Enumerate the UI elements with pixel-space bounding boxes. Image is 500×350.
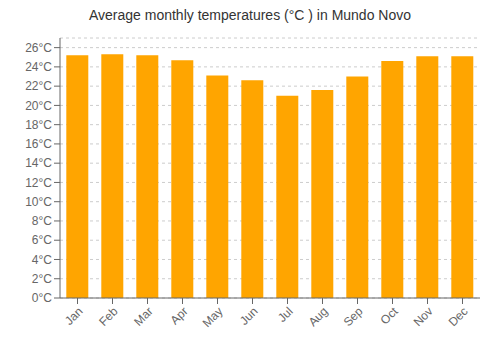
svg-text:12°C: 12°C	[25, 176, 52, 190]
svg-text:Apr: Apr	[168, 304, 191, 327]
svg-text:Sep: Sep	[341, 304, 366, 329]
html-text:Average monthly temperatures (: Average monthly temperatures (°C ) in Mu…	[89, 7, 411, 23]
svg-text:Dec: Dec	[446, 304, 471, 329]
svg-text:10°C: 10°C	[25, 195, 52, 209]
svg-text:20°C: 20°C	[25, 99, 52, 113]
svg-text:May: May	[200, 304, 226, 330]
svg-text:Jul: Jul	[275, 304, 296, 325]
svg-text:18°C: 18°C	[25, 118, 52, 132]
svg-text:4°C: 4°C	[32, 253, 52, 267]
svg-text:Jun: Jun	[237, 304, 261, 328]
svg-text:8°C: 8°C	[32, 214, 52, 228]
svg-text:Jan: Jan	[62, 304, 86, 328]
svg-text:22°C: 22°C	[25, 79, 52, 93]
svg-text:0°C: 0°C	[32, 291, 52, 305]
svg-text:Nov: Nov	[411, 304, 436, 329]
svg-text:16°C: 16°C	[25, 137, 52, 151]
svg-text:Oct: Oct	[378, 304, 402, 328]
svg-text:Feb: Feb	[96, 304, 121, 329]
svg-text:Mar: Mar	[131, 304, 156, 329]
svg-text:26°C: 26°C	[25, 41, 52, 55]
svg-text:Aug: Aug	[306, 304, 331, 329]
svg-text:2°C: 2°C	[32, 272, 52, 286]
svg-text:6°C: 6°C	[32, 233, 52, 247]
svg-text:14°C: 14°C	[25, 156, 52, 170]
svg-text:24°C: 24°C	[25, 60, 52, 74]
